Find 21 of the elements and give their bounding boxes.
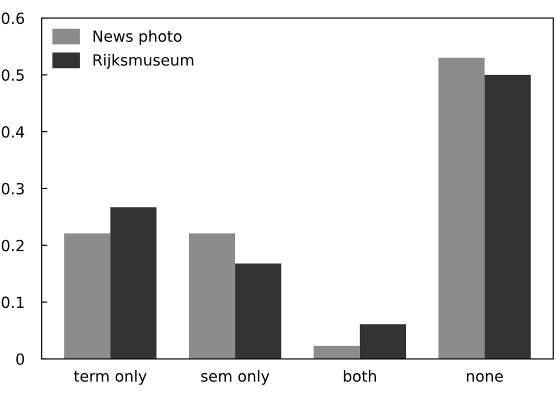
y-tick-label: 0.6	[2, 12, 24, 24]
y-tick-label: 0	[16, 353, 24, 365]
bar	[360, 324, 406, 359]
y-tick-label: 0.1	[2, 296, 24, 308]
y-tick-label: 0.3	[2, 182, 24, 194]
x-tick-label: term only	[74, 370, 147, 385]
bar	[188, 233, 236, 359]
y-tick-label: 0.4	[2, 126, 24, 138]
bar	[438, 58, 485, 359]
x-tick-label: sem only	[201, 370, 270, 385]
y-tick-label: 0.2	[2, 240, 24, 252]
bar	[314, 346, 360, 359]
x-tick-label: none	[466, 373, 503, 382]
legend-label: Rijksmuseum	[94, 54, 194, 69]
x-tick-label: both	[344, 370, 376, 382]
y-tick-label: 0.5	[2, 69, 24, 81]
bar	[235, 263, 282, 359]
legend-label: News photo	[94, 30, 182, 45]
bar	[484, 74, 531, 359]
bar	[64, 233, 110, 359]
bar	[110, 207, 156, 359]
